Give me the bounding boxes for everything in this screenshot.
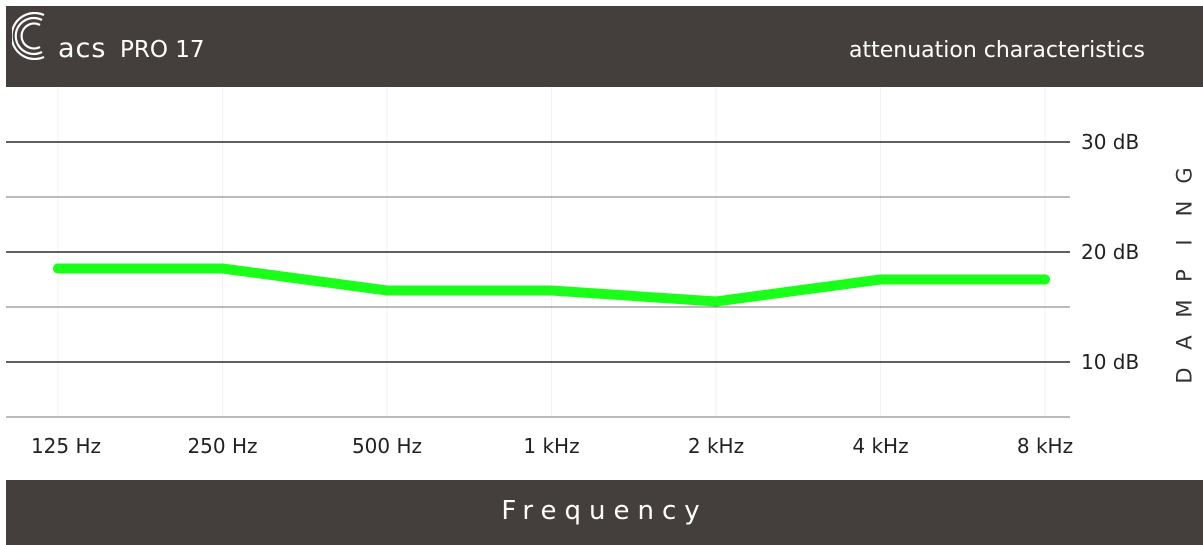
data-point — [217, 263, 228, 274]
data-point — [53, 263, 63, 274]
acs-logo-icon — [12, 12, 45, 60]
footer-bar: Frequency — [6, 480, 1203, 545]
attenuation-chart: 10 dB 20 dB 30 dB 125 Hz 250 Hz 500 Hz 1 kHz 2 … — [6, 87, 1139, 458]
x-tick-label: 4 kHz — [852, 434, 908, 458]
data-point — [711, 296, 721, 307]
y-axis-label-letter: N — [1172, 200, 1197, 217]
x-tick-label: 125 Hz — [31, 434, 101, 458]
x-axis-label: Frequency — [501, 496, 708, 526]
y-axis-label-letter: I — [1172, 239, 1197, 246]
data-point — [875, 274, 886, 285]
y-tick-label: 20 dB — [1081, 240, 1139, 264]
x-tick-label: 250 Hz — [187, 434, 257, 458]
y-axis-label-letter: G — [1172, 167, 1197, 184]
y-tick-label: 10 dB — [1081, 350, 1139, 374]
x-tick-label: 2 kHz — [688, 434, 744, 458]
y-axis-label-letter: P — [1172, 269, 1197, 282]
plot-area: 10 dB 20 dB 30 dB 125 Hz 250 Hz 500 Hz 1 kHz 2 … — [0, 87, 1203, 477]
data-point — [382, 285, 392, 296]
chart-title: attenuation characteristics — [849, 38, 1145, 63]
y-axis-label-letter: D — [1172, 367, 1197, 384]
model-name: PRO 17 — [120, 37, 205, 63]
data-point — [1040, 274, 1050, 285]
brand-name: acs — [58, 33, 107, 64]
y-tick-label: 30 dB — [1081, 130, 1139, 154]
x-tick-label: 1 kHz — [523, 434, 579, 458]
x-tick-label: 500 Hz — [352, 434, 422, 458]
data-point — [546, 285, 557, 296]
y-axis-label-letter: A — [1172, 334, 1197, 350]
header-bar: acs PRO 17 attenuation characteristics — [6, 6, 1203, 87]
y-axis-label-letter: M — [1172, 299, 1197, 318]
x-tick-label: 8 kHz — [1017, 434, 1073, 458]
